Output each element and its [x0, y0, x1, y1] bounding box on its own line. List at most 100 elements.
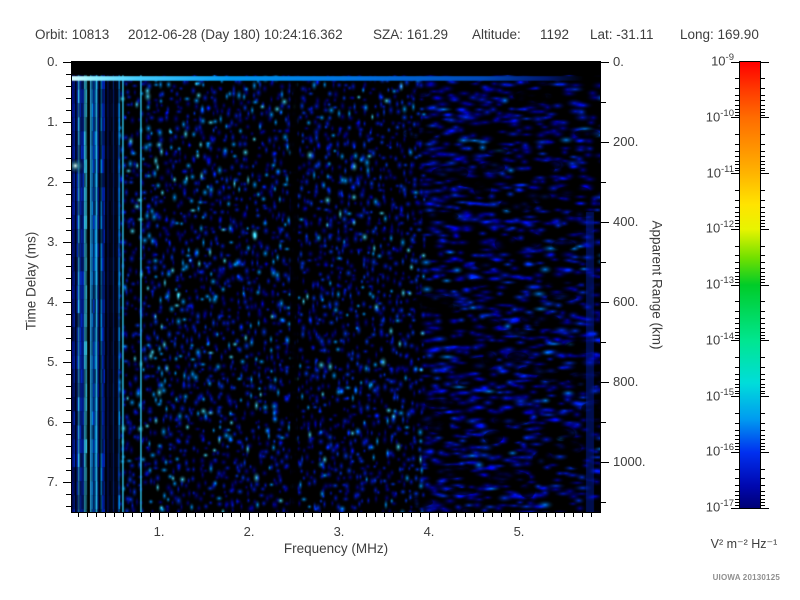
colorbar-minor-tick-right: [761, 387, 765, 389]
x-minor-tick: [302, 513, 304, 517]
x-minor-tick: [284, 513, 286, 517]
colorbar-minor-tick-left: [735, 379, 739, 381]
x-minor-tick: [365, 513, 367, 517]
x-minor-tick: [464, 513, 466, 517]
colorbar-minor-tick-right: [761, 220, 765, 222]
x-minor-tick: [437, 513, 439, 517]
x-minor-tick: [419, 513, 421, 517]
y-minor-tick: [66, 73, 71, 75]
colorbar-minor-tick-right: [761, 443, 765, 445]
range-major-tick: [601, 221, 609, 223]
header-long: Long: 169.90: [680, 27, 759, 42]
x-minor-tick: [509, 513, 511, 517]
colorbar-minor-tick-left: [735, 279, 739, 281]
y-minor-tick: [66, 325, 71, 327]
colorbar-minor-tick-left: [735, 114, 739, 116]
colorbar-minor-tick-right: [761, 318, 765, 320]
colorbar-minor-tick-left: [735, 220, 739, 222]
colorbar-minor-tick-right: [761, 495, 765, 497]
colorbar-minor-tick-left: [735, 387, 739, 389]
colorbar-minor-tick-left: [735, 108, 739, 110]
y-major-tick: [63, 61, 71, 63]
x-minor-tick: [455, 513, 457, 517]
colorbar-minor-tick-right: [761, 422, 765, 424]
x-minor-tick: [257, 513, 259, 517]
colorbar-minor-tick-right: [761, 485, 765, 487]
x-minor-tick: [311, 513, 313, 517]
colorbar-major-tick-right: [761, 507, 769, 509]
colorbar-tick-label: 10-15: [705, 386, 734, 403]
colorbar-minor-tick-right: [761, 150, 765, 152]
colorbar-minor-tick-right: [761, 114, 765, 116]
colorbar-minor-tick-right: [761, 446, 765, 448]
x-tick-label: 3.: [333, 524, 345, 539]
x-minor-tick: [545, 513, 547, 517]
colorbar-minor-tick-right: [761, 373, 765, 375]
colorbar-minor-tick-left: [735, 468, 739, 470]
y-major-tick: [63, 301, 71, 303]
y-major-tick: [63, 481, 71, 483]
colorbar-minor-tick-left: [735, 150, 739, 152]
colorbar-minor-tick-left: [735, 272, 739, 274]
colorbar-minor-tick-right: [761, 199, 765, 201]
x-minor-tick: [194, 513, 196, 517]
colorbar-major-tick-left: [731, 340, 739, 342]
colorbar-minor-tick-right: [761, 223, 765, 225]
y-tick-label: 3.: [47, 234, 58, 249]
colorbar-minor-tick-left: [735, 301, 739, 303]
x-minor-tick: [410, 513, 412, 517]
x-minor-tick: [446, 513, 448, 517]
range-minor-tick: [601, 261, 606, 263]
y-tick-label: 7.: [47, 474, 58, 489]
colorbar-tick-label: 10-11: [706, 163, 735, 180]
x-major-tick: [248, 513, 250, 520]
colorbar-minor-tick-right: [761, 143, 765, 145]
colorbar-minor-tick-left: [735, 167, 739, 169]
x-minor-tick: [329, 513, 331, 517]
colorbar-minor-tick-right: [761, 279, 765, 281]
x-minor-tick: [383, 513, 385, 517]
range-major-tick: [601, 381, 609, 383]
x-minor-tick: [149, 513, 151, 517]
colorbar-minor-tick-right: [761, 111, 765, 113]
colorbar-major-tick-left: [731, 396, 739, 397]
x-minor-tick: [167, 513, 169, 517]
y-minor-tick: [66, 289, 71, 291]
y-major-tick: [63, 181, 71, 183]
colorbar-tick-label: 10-14: [705, 330, 734, 348]
range-major-tick: [601, 461, 609, 463]
colorbar-minor-tick-right: [761, 134, 765, 136]
y-minor-tick: [66, 145, 71, 147]
header-altitude-label: Altitude:: [472, 27, 521, 42]
range-tick-label: 800.: [613, 374, 639, 389]
colorbar-minor-tick-left: [735, 383, 739, 385]
x-major-tick: [338, 513, 340, 520]
colorbar-minor-tick-right: [761, 379, 765, 381]
y-minor-tick: [66, 457, 71, 459]
range-major-tick: [601, 141, 609, 143]
colorbar-major-tick-left: [731, 284, 739, 286]
x-minor-tick: [230, 513, 232, 517]
y-minor-tick: [66, 469, 71, 471]
x-minor-tick: [347, 513, 349, 517]
range-tick-label: 1000.: [613, 454, 646, 469]
y-minor-tick: [66, 349, 71, 351]
y-tick-label: 0.: [47, 54, 58, 69]
y-minor-tick: [66, 445, 71, 447]
colorbar-major-tick-left: [731, 228, 739, 230]
y-minor-tick: [66, 277, 71, 279]
colorbar-minor-tick-right: [761, 275, 765, 277]
colorbar-major-tick-right: [761, 284, 769, 286]
x-minor-tick: [95, 513, 97, 517]
x-minor-tick: [356, 513, 358, 517]
y-minor-tick: [66, 193, 71, 195]
x-minor-tick: [176, 513, 178, 517]
y-minor-tick: [66, 313, 71, 315]
colorbar-major-tick-left: [731, 507, 739, 509]
colorbar-major-tick-right: [761, 451, 769, 453]
colorbar-tick-label: 10-9: [711, 52, 734, 69]
colorbar-minor-tick-right: [761, 108, 765, 110]
y-minor-tick: [66, 109, 71, 111]
y-minor-tick: [66, 505, 71, 507]
